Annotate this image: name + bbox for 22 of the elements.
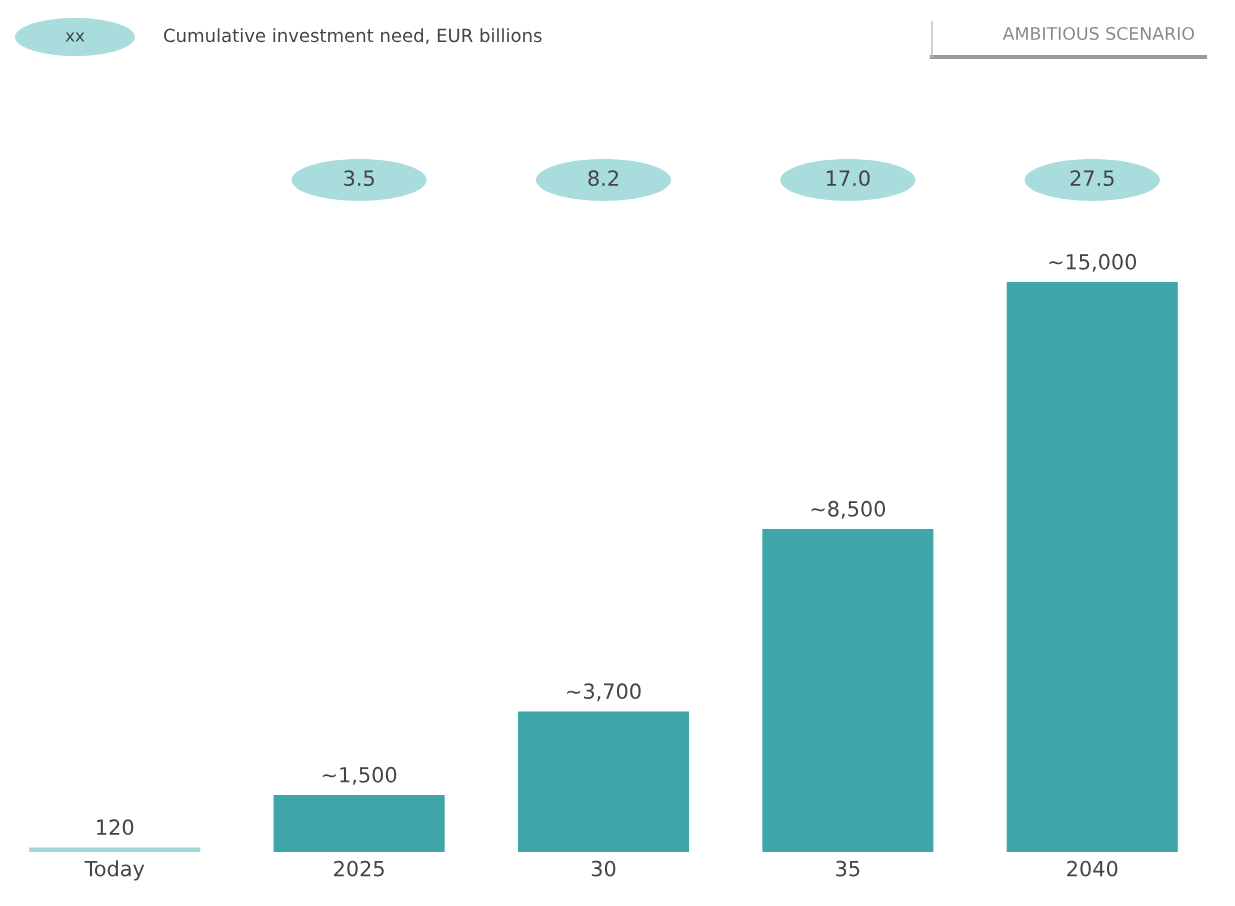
x-tick-label: 30 — [591, 860, 616, 877]
data-label: ~8,500 — [811, 500, 886, 519]
bar — [762, 529, 934, 852]
text: 17.0 — [826, 170, 870, 187]
bar — [29, 847, 201, 852]
data-label: ~1,500 — [322, 766, 397, 785]
x-tick-label: 2040 — [1067, 860, 1118, 877]
data-label: ~3,700 — [567, 683, 641, 702]
text: 27.5 — [1070, 170, 1114, 187]
bar — [273, 795, 445, 852]
x-tick-label: 2025 — [334, 860, 384, 877]
text: xx — [65, 32, 85, 42]
x-tick-label: 35 — [836, 860, 860, 877]
bar — [517, 711, 690, 852]
text: Cumulative investment need, EUR billions — [164, 28, 542, 45]
data-label: 120 — [97, 819, 134, 836]
data-label: ~15,000 — [1049, 253, 1137, 272]
text: 8.2 — [588, 170, 618, 187]
chart-title: AMBITIOUS SCENARIO — [1002, 26, 1195, 41]
x-tick-label: Today — [84, 860, 145, 881]
text: 3.5 — [344, 170, 374, 187]
bar — [1006, 282, 1178, 852]
